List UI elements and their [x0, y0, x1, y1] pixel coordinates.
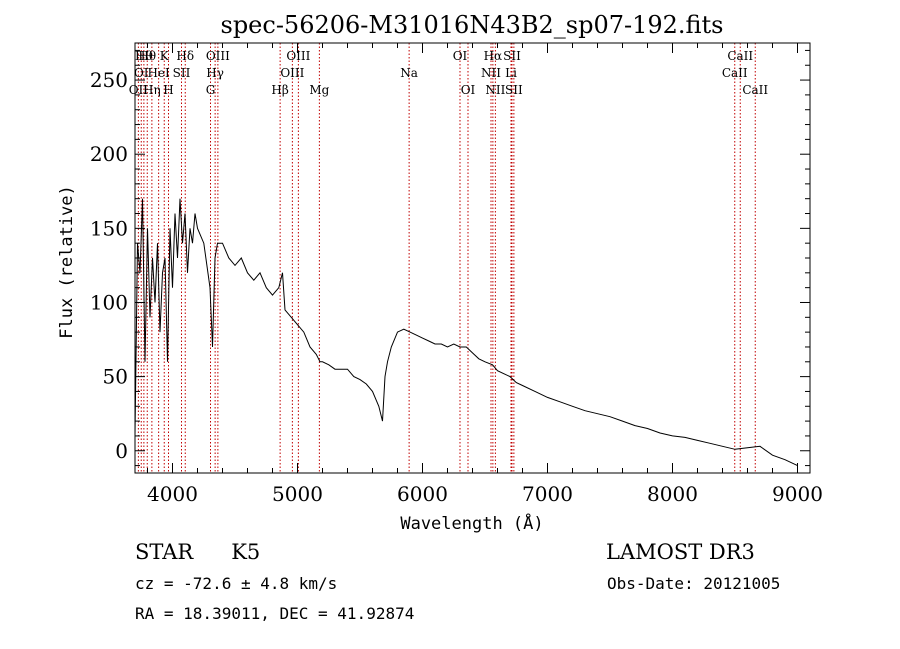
- line-label: Hθ: [135, 49, 153, 63]
- x-tick-label: 7000: [522, 482, 573, 506]
- object-class: STAR K5: [135, 540, 260, 564]
- line-label: CaII: [727, 49, 753, 63]
- class-label: STAR: [135, 540, 194, 564]
- line-label: CaII: [742, 83, 768, 97]
- line-label: Hγ: [206, 66, 224, 80]
- line-label: G: [206, 83, 216, 97]
- line-label: H: [163, 83, 173, 97]
- y-axis-label: Flux (relative): [57, 185, 77, 339]
- line-label: Hβ: [271, 83, 288, 97]
- line-label: OI: [134, 66, 149, 80]
- line-label: NII: [485, 83, 505, 97]
- survey-label: LAMOST DR3: [606, 540, 755, 564]
- y-tick-label: 0: [115, 439, 128, 463]
- line-label: OI: [453, 49, 468, 63]
- x-tick-label: 6000: [397, 482, 448, 506]
- obs-date-label: Obs-Date: 20121005: [607, 574, 781, 593]
- line-label: Li: [505, 66, 517, 80]
- line-label: SII: [505, 83, 523, 97]
- line-label: Mg: [309, 83, 329, 97]
- line-label: OIII: [286, 49, 310, 63]
- x-tick-label: 5000: [272, 482, 323, 506]
- y-tick-label: 50: [103, 365, 128, 389]
- line-label: SII: [173, 66, 191, 80]
- subclass-label: K5: [231, 540, 261, 564]
- line-label: K: [160, 49, 170, 63]
- line-label: OI: [461, 83, 476, 97]
- line-annotations: OIIOIHθHθHηHeIKHSIIHδGHγOIIIHβOIIIOIIIMg…: [129, 49, 769, 97]
- line-label: CaII: [722, 66, 748, 80]
- coordinates-label: RA = 18.39011, DEC = 41.92874: [135, 604, 415, 623]
- line-label: Na: [400, 66, 418, 80]
- line-label: SII: [503, 49, 521, 63]
- line-label: Hα: [484, 49, 503, 63]
- line-label: Hδ: [176, 49, 194, 63]
- line-label: OIII: [206, 49, 230, 63]
- y-tick-label: 100: [90, 290, 128, 314]
- x-axis-label: Wavelength (Å): [400, 512, 543, 534]
- chart-title: spec-56206-M31016N43B2_sp07-192.fits: [221, 11, 724, 39]
- line-label: Hθ: [138, 49, 156, 63]
- x-tick-label: 8000: [647, 482, 698, 506]
- y-tick-label: 200: [90, 142, 128, 166]
- plot-frame: [134, 42, 811, 474]
- x-axis: 4000 5000 6000 7000 8000 9000: [147, 43, 823, 506]
- line-label: OIII: [280, 66, 304, 80]
- line-markers: [137, 43, 756, 473]
- line-label: HeI: [147, 66, 170, 80]
- y-tick-label: 250: [90, 68, 128, 92]
- y-axis: 0 50 100 150 200 250: [90, 49, 810, 467]
- x-tick-label: 9000: [772, 482, 823, 506]
- line-label: NII: [481, 66, 501, 80]
- redshift-label: cz = -72.6 ± 4.8 km/s: [135, 574, 338, 593]
- line-label: Hη: [143, 83, 161, 97]
- y-tick-label: 150: [90, 216, 128, 240]
- spectrum-line: [134, 198, 798, 467]
- x-tick-label: 4000: [147, 482, 198, 506]
- line-label: OII: [129, 83, 149, 97]
